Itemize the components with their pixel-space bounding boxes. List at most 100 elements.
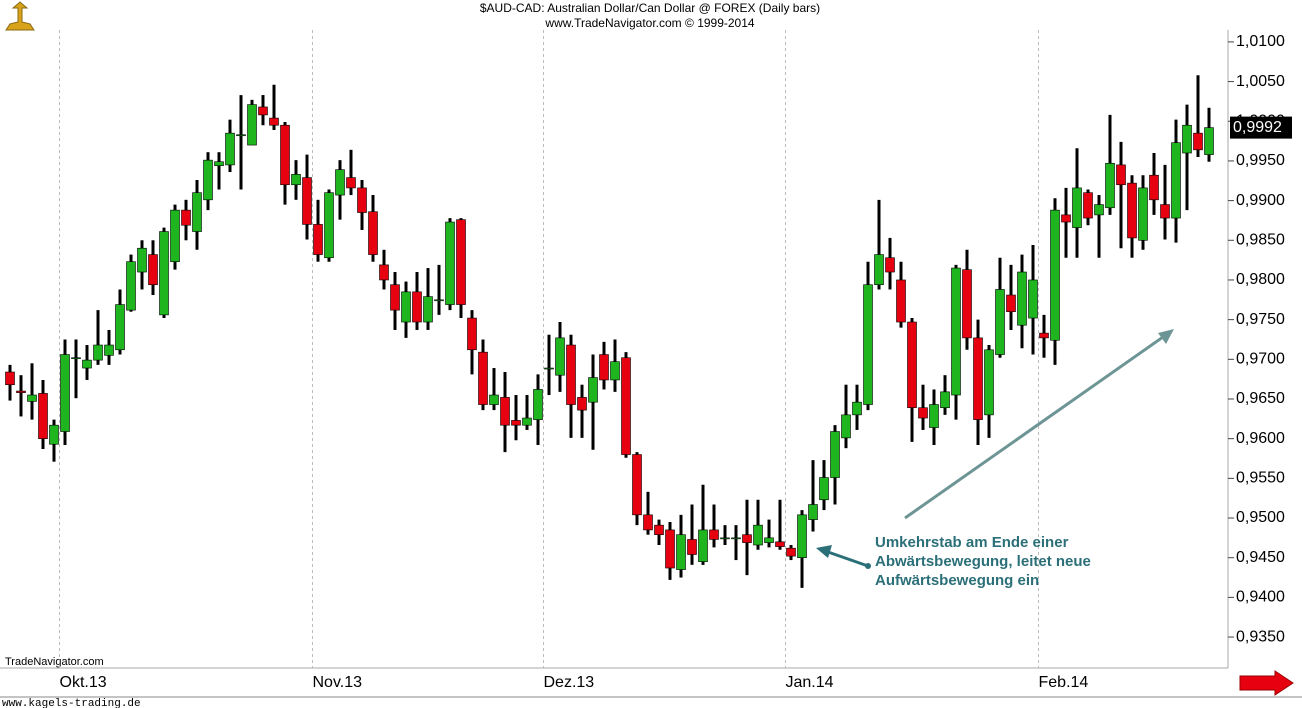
last-price-box: [1230, 116, 1292, 139]
candle-body: [687, 539, 697, 555]
scroll-arrow[interactable]: [1239, 670, 1294, 696]
candle-body: [841, 414, 851, 439]
candle-body: [720, 537, 730, 540]
candle-body: [731, 537, 741, 540]
y-tick-label: 0,9650: [1236, 390, 1285, 407]
candle-body: [71, 357, 81, 360]
candle-body: [1006, 294, 1016, 313]
candle-body: [148, 254, 158, 286]
x-tick-label: Feb.14: [1039, 674, 1089, 691]
candle-body: [104, 344, 114, 356]
candle-body: [797, 514, 807, 558]
candle-body: [885, 257, 895, 273]
candle-body: [346, 177, 356, 189]
candle-body: [1094, 204, 1104, 216]
candle-body: [412, 291, 422, 323]
chart-title: $AUD-CAD: Australian Dollar/Can Dollar @…: [480, 1, 820, 15]
x-tick-label: Jan.14: [786, 674, 834, 691]
candle-body: [390, 284, 400, 311]
candle-body: [456, 219, 466, 305]
candle-body: [225, 132, 235, 166]
logo: [5, 1, 35, 31]
candle-body: [214, 161, 224, 166]
candle-body: [533, 389, 543, 420]
candle-body: [1127, 182, 1137, 239]
candle-body: [1050, 209, 1060, 341]
candle-body: [1193, 132, 1203, 151]
candle-body: [489, 394, 499, 405]
candle-body: [1039, 332, 1049, 339]
candle-body: [654, 524, 664, 535]
candle-body: [1017, 271, 1027, 326]
candle-body: [27, 394, 37, 402]
candle-body: [764, 537, 774, 543]
candle-body: [863, 284, 873, 405]
candle-body: [962, 269, 972, 339]
last-price-label: 0,9992: [1233, 119, 1282, 136]
candle-body: [896, 279, 906, 323]
candle-body: [38, 393, 48, 439]
candle-body: [775, 541, 785, 547]
candle-body: [126, 261, 136, 311]
candle-body: [1138, 187, 1148, 241]
candle-body: [324, 192, 334, 259]
y-tick-label: 0,9700: [1236, 351, 1285, 368]
candle-body: [291, 174, 301, 186]
candle-body: [115, 304, 125, 351]
candle-body: [599, 354, 609, 381]
y-tick-label: 1,0050: [1236, 73, 1285, 90]
candle-body: [16, 390, 26, 393]
candle-body: [610, 361, 620, 381]
candle-body: [368, 211, 378, 255]
y-tick-label: 0,9550: [1236, 470, 1285, 487]
y-tick-label: 0,9750: [1236, 311, 1285, 328]
candle-body: [940, 391, 950, 409]
candle-body: [467, 317, 477, 351]
candle-body: [137, 247, 147, 273]
candle-body: [511, 420, 521, 426]
candle-body: [60, 354, 70, 432]
candle-body: [445, 221, 455, 305]
candle-body: [159, 231, 169, 316]
y-tick-label: 1,0100: [1236, 33, 1285, 50]
candle-body: [698, 529, 708, 562]
candle-body: [1072, 187, 1082, 228]
annotation-line: Umkehrstab am Ende einer: [875, 534, 1069, 551]
candle-body: [181, 209, 191, 226]
chart-subtitle: www.TradeNavigator.com © 1999-2014: [544, 16, 754, 30]
y-tick-label: 0,9400: [1236, 589, 1285, 606]
candle-body: [566, 344, 576, 405]
candle-body: [170, 209, 180, 263]
y-tick-label: 0,9850: [1236, 232, 1285, 249]
candle-body: [478, 351, 488, 405]
y-tick-label: 0,9900: [1236, 192, 1285, 209]
candle-body: [1204, 127, 1214, 155]
candle-body: [1160, 204, 1170, 219]
annotation-arrow: [816, 545, 871, 569]
candle-body: [379, 264, 389, 281]
candle-body: [742, 534, 752, 543]
candle-body: [588, 377, 598, 403]
candle-body: [1182, 124, 1192, 154]
candle-body: [973, 337, 983, 420]
candle-body: [929, 404, 939, 428]
candle-body: [1028, 279, 1038, 319]
candle-body: [269, 117, 279, 126]
candle-body: [82, 359, 92, 369]
footer-text: www.kagels-trading.de: [2, 698, 141, 708]
candle-body: [1116, 164, 1126, 186]
watermark: TradeNavigator.com: [5, 656, 104, 668]
candle-body: [500, 397, 510, 426]
candle-body: [522, 417, 532, 426]
candle-body: [808, 504, 818, 520]
y-tick-label: 0,9950: [1236, 152, 1285, 169]
candle-body: [852, 401, 862, 416]
candle-body: [632, 454, 642, 516]
x-tick-label: Dez.13: [544, 674, 595, 691]
candle-body: [577, 397, 587, 411]
candle-body: [621, 357, 631, 455]
x-tick-label: Nov.13: [313, 674, 363, 691]
candle-body: [203, 159, 213, 201]
